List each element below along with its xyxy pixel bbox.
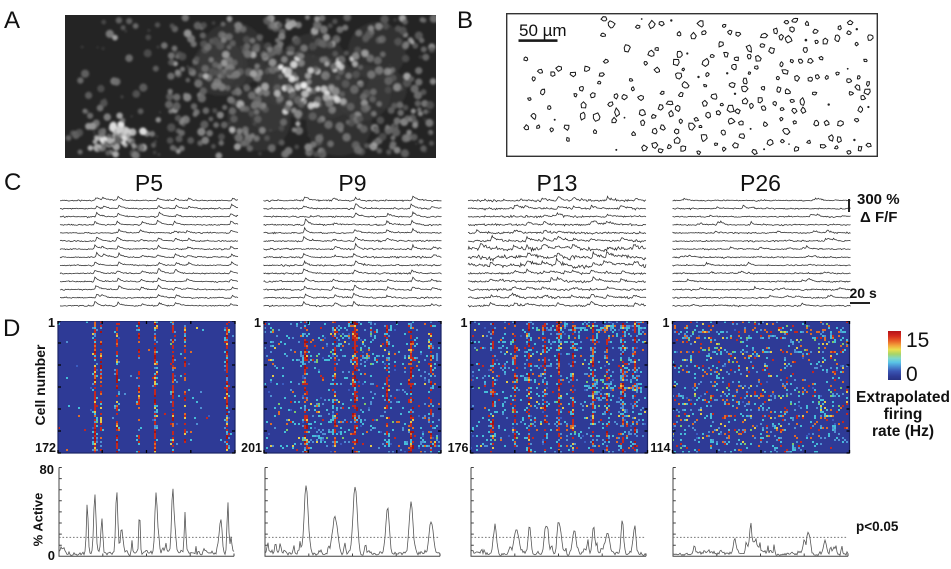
svg-text:50 µm: 50 µm — [519, 21, 567, 40]
